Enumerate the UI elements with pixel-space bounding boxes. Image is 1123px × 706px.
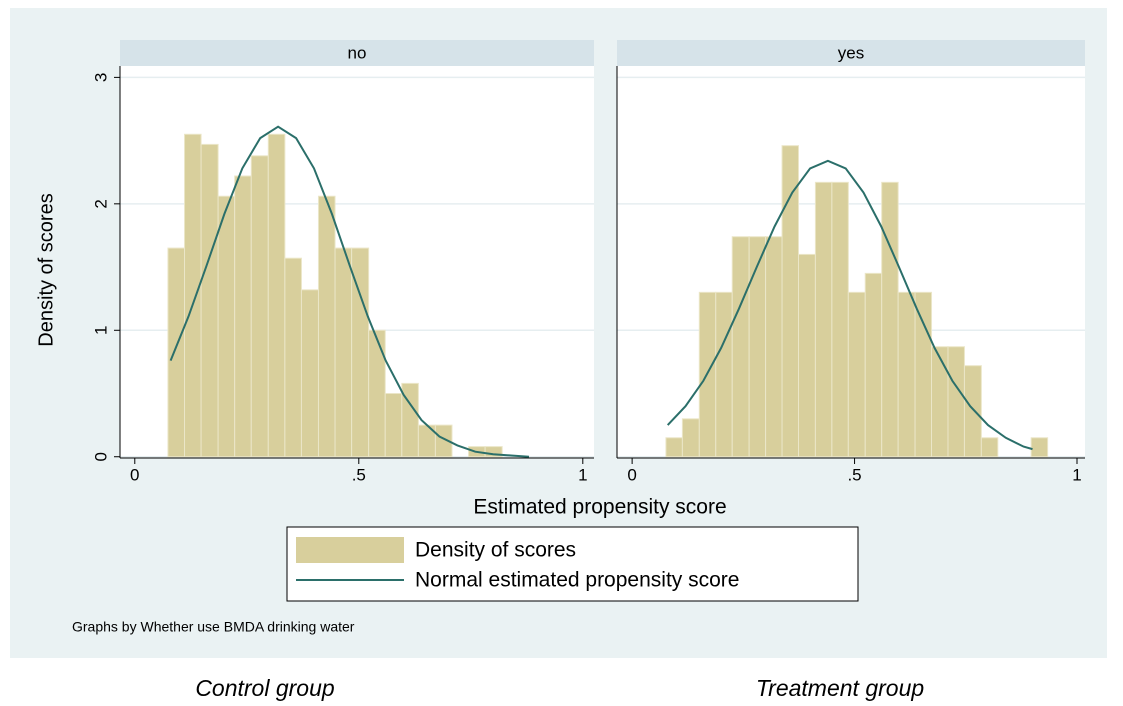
panel-title: no <box>348 43 367 62</box>
bar <box>250 155 269 458</box>
bar <box>284 257 302 458</box>
bar <box>184 133 202 458</box>
note: Graphs by Whether use BMDA drinking wate… <box>72 619 355 635</box>
x-tick-label: .5 <box>352 465 366 484</box>
bar <box>234 175 252 458</box>
legend-label: Density of scores <box>415 539 576 562</box>
bar <box>731 236 750 458</box>
strip <box>617 40 1085 66</box>
bar <box>831 181 849 458</box>
bar <box>715 291 733 458</box>
bar <box>781 145 800 458</box>
y-tick-label: 2 <box>91 199 110 208</box>
bar <box>1030 437 1049 458</box>
y-tick-label: 3 <box>91 73 110 82</box>
legend-label: Normal estimated propensity score <box>415 569 739 592</box>
bar <box>681 418 700 458</box>
normal-curve <box>666 159 1033 451</box>
bar <box>334 247 353 458</box>
x-tick-label: 0 <box>130 465 139 484</box>
y-tick-label: 1 <box>91 326 110 335</box>
bar <box>167 247 186 458</box>
legend-swatch <box>296 537 404 563</box>
bar <box>931 346 949 458</box>
bar <box>897 291 916 458</box>
bar <box>200 143 219 458</box>
bar <box>798 253 816 458</box>
panel-title: yes <box>838 43 864 62</box>
bar <box>980 437 999 458</box>
bar <box>434 424 453 458</box>
bar <box>914 291 933 458</box>
bar <box>300 289 319 458</box>
caption: Control group <box>195 675 335 701</box>
strip <box>120 40 594 66</box>
caption: Treatment group <box>756 675 925 701</box>
bar <box>748 236 767 458</box>
x-tick-label: .5 <box>847 465 861 484</box>
bar <box>384 393 403 458</box>
bar <box>947 346 965 458</box>
bar <box>368 329 386 458</box>
bar <box>765 236 783 458</box>
normal-curve <box>169 125 530 458</box>
bar <box>267 133 286 458</box>
bar <box>401 382 419 458</box>
y-tick-label: 0 <box>91 452 110 461</box>
bar <box>864 272 883 458</box>
x-tick-label: 0 <box>627 465 636 484</box>
bar <box>665 437 683 458</box>
bar <box>847 291 866 458</box>
bar <box>963 365 982 458</box>
x-tick-label: 1 <box>1072 465 1081 484</box>
bar <box>217 195 236 458</box>
bar <box>484 446 503 458</box>
bar <box>317 195 336 458</box>
bar <box>881 181 899 458</box>
x-tick-label: 1 <box>578 465 587 484</box>
bar <box>814 181 833 458</box>
y-axis-label: Density of scores <box>35 193 57 346</box>
x-axis-label: Estimated propensity score <box>473 496 726 519</box>
